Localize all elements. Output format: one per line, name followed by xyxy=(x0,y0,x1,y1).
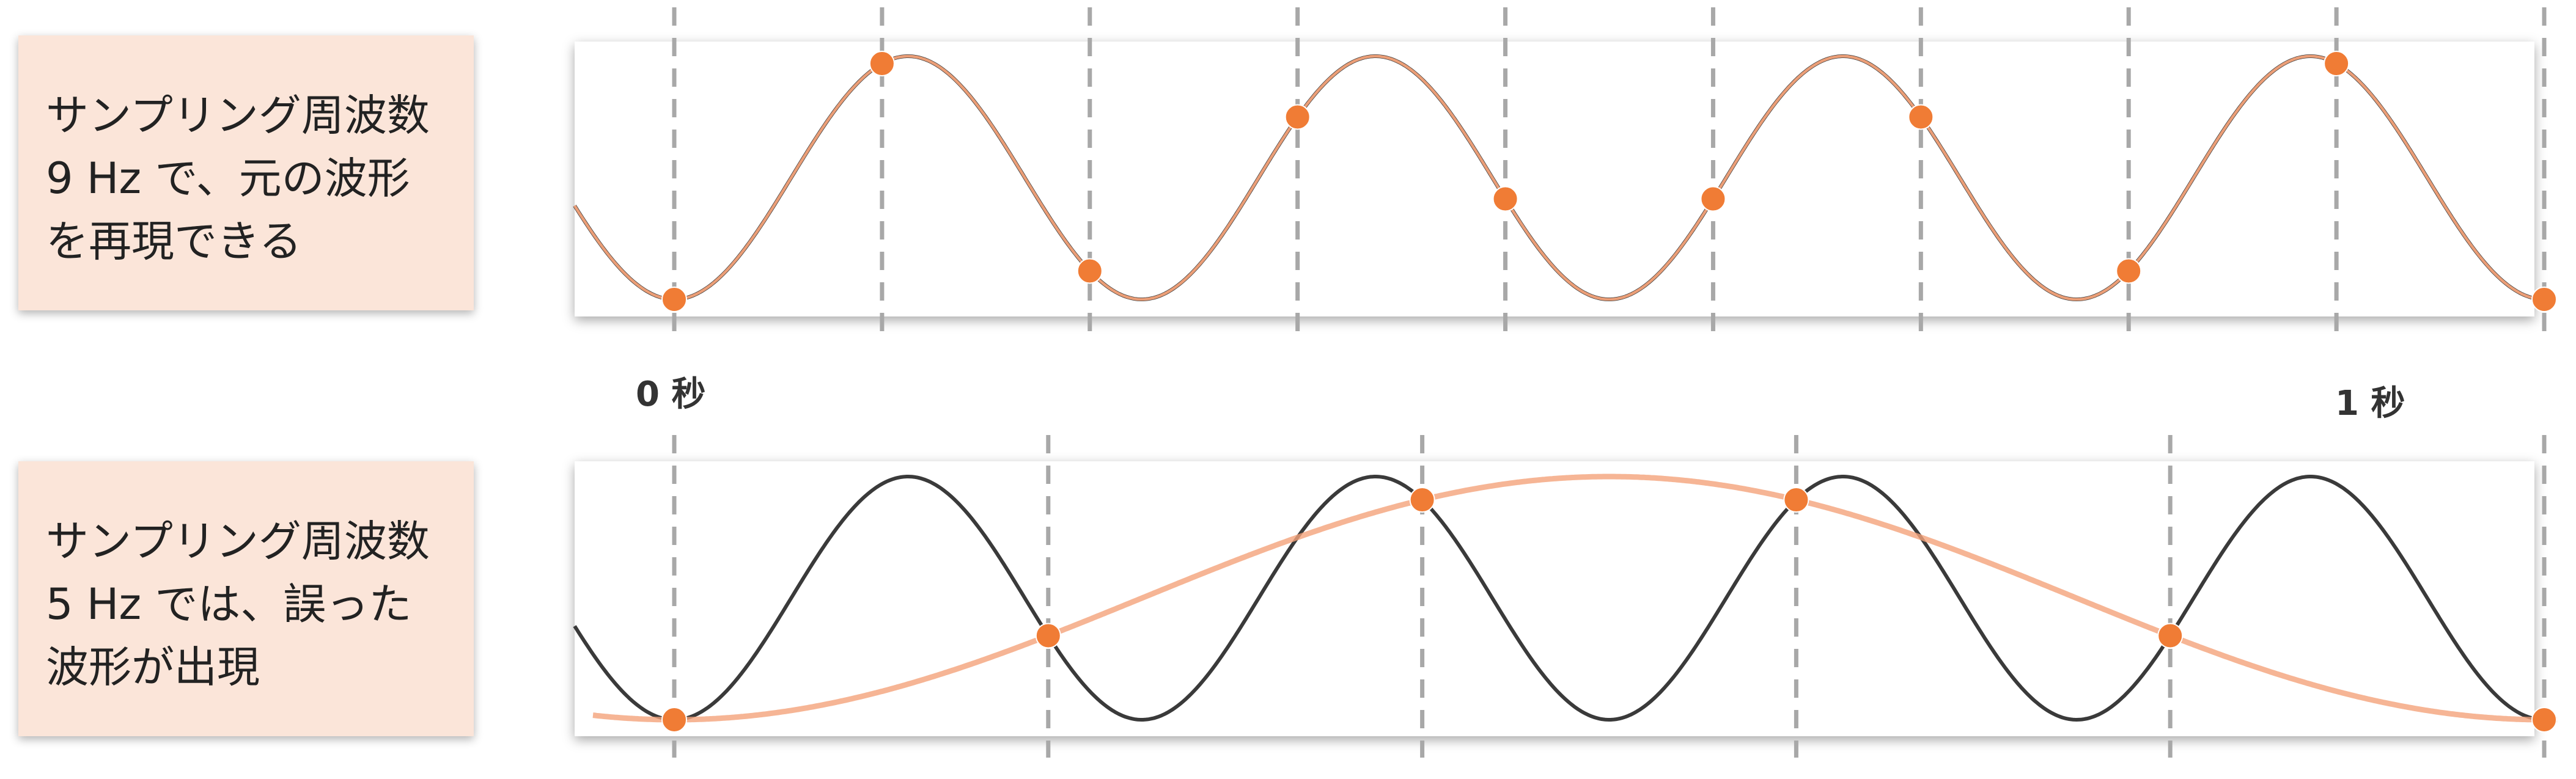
reconstructed-wave xyxy=(573,54,2534,301)
sample-point xyxy=(2157,623,2184,649)
sample-point xyxy=(2531,287,2557,312)
caption-line: 9 Hz で、元の波形 xyxy=(46,153,410,203)
caption-box-9hz: サンプリング周波数 9 Hz で、元の波形 を再現できる xyxy=(18,35,474,310)
original-wave xyxy=(573,54,2534,302)
caption-box-5hz: サンプリング周波数 5 Hz では、誤った 波形が出現 xyxy=(18,461,474,736)
caption-line: サンプリング周波数 xyxy=(46,90,430,141)
sample-point xyxy=(661,287,687,312)
sample-point xyxy=(1700,186,1726,212)
sample-point xyxy=(1783,487,1809,513)
original-wave xyxy=(573,475,2534,722)
time-label-start: 0 秒 xyxy=(636,375,706,414)
sample-point xyxy=(2116,258,2142,284)
time-label-end: 1 秒 xyxy=(2335,384,2405,423)
caption-line: 5 Hz では、誤った xyxy=(46,579,412,629)
caption-line: を再現できる xyxy=(46,216,302,266)
sample-point xyxy=(2324,51,2350,77)
sample-point xyxy=(1908,104,1934,130)
sample-point xyxy=(1409,487,1435,513)
caption-line: 波形が出現 xyxy=(46,642,260,692)
sample-point xyxy=(869,51,895,77)
sample-point xyxy=(1035,623,1061,649)
alias-wave xyxy=(592,474,2558,723)
sample-point xyxy=(2531,707,2557,733)
sample-point xyxy=(661,707,687,733)
sample-point xyxy=(1492,186,1518,212)
sample-point xyxy=(1284,104,1311,130)
sample-point xyxy=(1076,258,1103,284)
caption-line: サンプリング周波数 xyxy=(46,516,430,566)
